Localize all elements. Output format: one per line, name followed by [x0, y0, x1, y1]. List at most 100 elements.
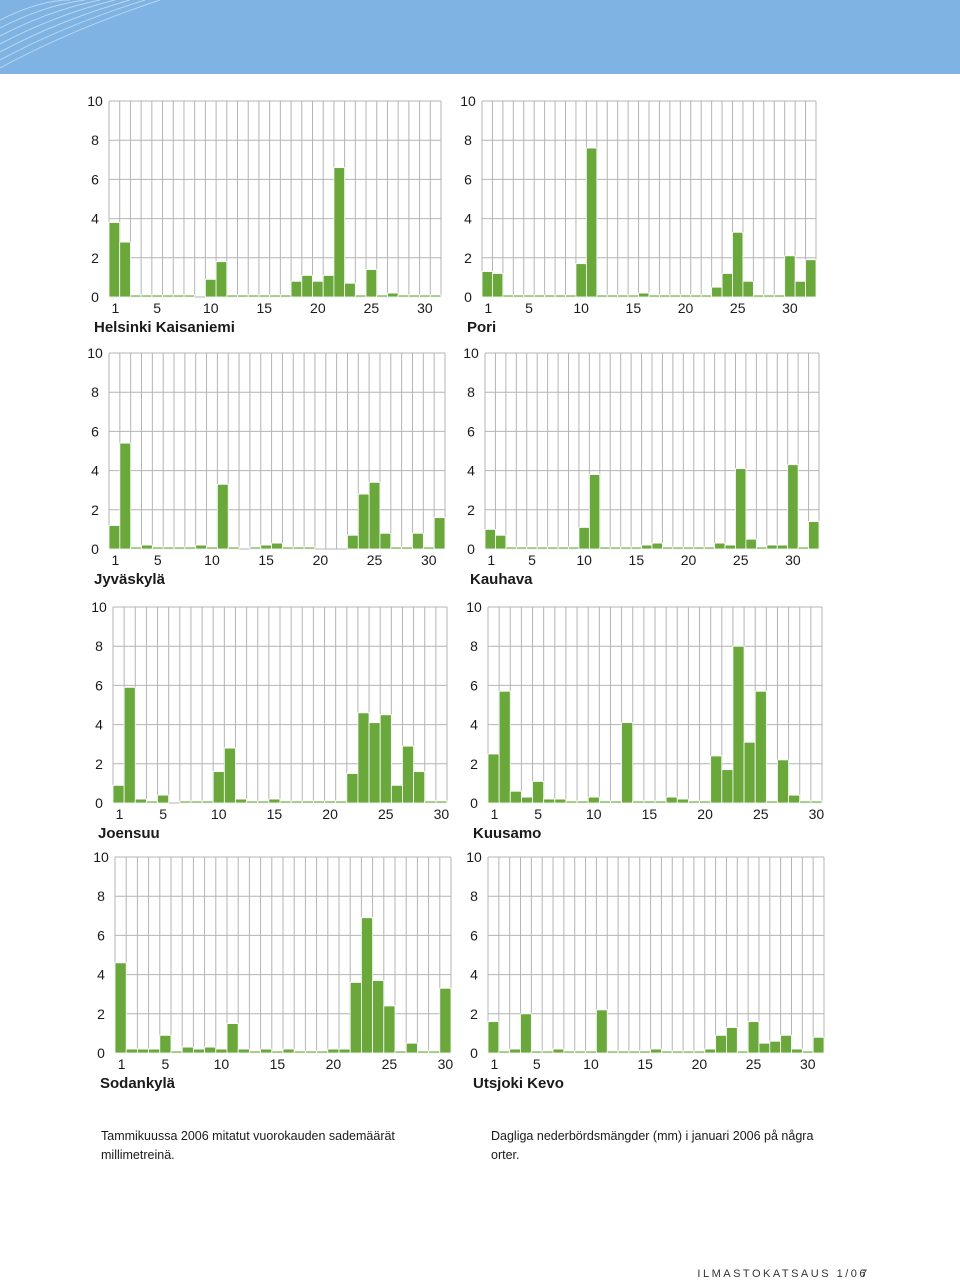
bar [554, 294, 566, 298]
bar [379, 532, 392, 550]
x-tick-label: 25 [730, 300, 746, 316]
bar [141, 544, 153, 550]
bar [119, 442, 132, 550]
y-tick-label: 8 [470, 888, 478, 904]
bar [162, 294, 174, 298]
bar [575, 263, 587, 298]
y-tick-label: 0 [464, 289, 472, 305]
bar [349, 982, 362, 1054]
bar [747, 1021, 760, 1054]
bar [724, 544, 736, 550]
x-tick-label: 1 [111, 300, 119, 316]
bar [754, 690, 767, 804]
bar [643, 800, 656, 804]
bar [390, 546, 403, 550]
x-tick-label: 5 [534, 806, 542, 822]
y-tick-label: 8 [91, 384, 99, 400]
x-tick-label: 30 [809, 806, 825, 822]
bar [206, 546, 218, 550]
bar [140, 294, 153, 298]
bar [791, 1048, 803, 1054]
bar [419, 294, 431, 298]
x-tick-label: 10 [211, 806, 227, 822]
bar [794, 280, 806, 298]
bar [533, 294, 546, 298]
bar [303, 546, 316, 550]
bar [481, 271, 493, 298]
bar [721, 769, 734, 804]
x-tick-label: 15 [626, 300, 642, 316]
x-tick-label: 5 [153, 300, 161, 316]
x-tick-label: 5 [528, 552, 536, 568]
bar [628, 1050, 641, 1054]
y-tick-label: 6 [91, 423, 99, 439]
y-tick-label: 2 [470, 1006, 478, 1022]
y-tick-label: 6 [97, 927, 105, 943]
bar [654, 800, 667, 804]
bar [662, 546, 674, 550]
bar [495, 534, 507, 550]
y-tick-label: 4 [91, 211, 99, 227]
x-tick-label: 25 [367, 552, 383, 568]
bar [682, 546, 695, 550]
bar [108, 525, 121, 550]
x-tick-label: 1 [491, 1056, 499, 1072]
bar [620, 546, 632, 550]
bar [237, 1048, 250, 1054]
bar [246, 800, 259, 804]
y-tick-label: 4 [97, 967, 105, 983]
bar [387, 292, 399, 298]
x-tick-label: 1 [491, 806, 499, 822]
bar [282, 1048, 295, 1054]
x-tick-label: 30 [800, 1056, 816, 1072]
bar [226, 294, 238, 298]
bar [357, 712, 370, 804]
bar [595, 1009, 608, 1054]
bar [125, 1048, 138, 1054]
bar [509, 1048, 521, 1054]
bar [401, 546, 413, 550]
x-tick-label: 25 [378, 806, 394, 822]
bar [688, 800, 700, 804]
y-tick-label: 8 [470, 638, 478, 654]
bar [805, 259, 817, 298]
y-tick-label: 2 [467, 502, 475, 518]
x-tick-label: 1 [484, 300, 492, 316]
y-tick-label: 0 [95, 795, 103, 811]
bar [563, 1050, 576, 1054]
bar [543, 798, 556, 804]
bar [136, 1048, 149, 1054]
y-tick-label: 8 [95, 638, 103, 654]
x-tick-label: 5 [159, 806, 167, 822]
bar [151, 546, 164, 550]
bar [192, 1048, 205, 1054]
bar [588, 474, 601, 550]
bar [360, 917, 373, 1054]
bar [368, 722, 381, 804]
bar [769, 1040, 782, 1054]
x-tick-label: 1 [112, 552, 120, 568]
bar [520, 1013, 532, 1054]
station-name: Jyväskylä [94, 571, 166, 588]
bar [710, 755, 723, 804]
y-tick-label: 2 [91, 502, 99, 518]
bar [162, 546, 175, 550]
bar [568, 546, 580, 550]
bar [679, 294, 692, 298]
y-tick-label: 2 [470, 756, 478, 772]
bar [578, 527, 590, 550]
bar [260, 1048, 273, 1054]
bar [424, 800, 437, 804]
x-tick-label: 5 [154, 552, 162, 568]
bar [413, 771, 426, 804]
bar [237, 294, 249, 298]
bar [484, 529, 496, 550]
bar [787, 464, 799, 550]
x-tick-label: 20 [678, 300, 694, 316]
bar [279, 800, 292, 804]
y-tick-label: 8 [467, 384, 475, 400]
bar [170, 1050, 183, 1054]
bar [606, 1050, 619, 1054]
